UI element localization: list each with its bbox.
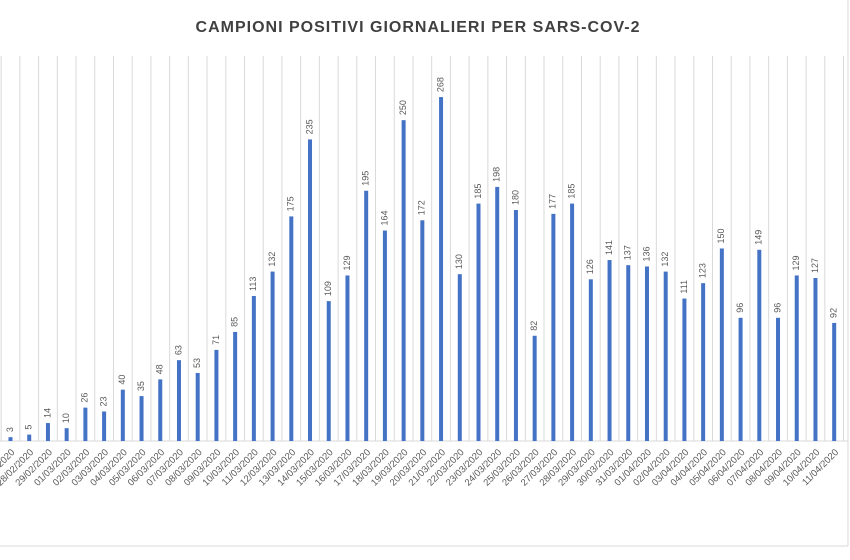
bar xyxy=(233,331,238,441)
data-label: 129 xyxy=(791,255,801,270)
data-label: 71 xyxy=(211,335,221,345)
bar xyxy=(176,360,181,441)
data-label: 137 xyxy=(623,245,633,260)
bar xyxy=(102,411,107,441)
data-label: 53 xyxy=(192,358,202,368)
bar xyxy=(476,203,481,441)
bar xyxy=(64,428,69,441)
bar xyxy=(719,248,724,441)
data-label: 113 xyxy=(248,277,258,291)
bar xyxy=(532,335,537,441)
bar xyxy=(832,322,837,441)
data-label: 123 xyxy=(698,263,708,278)
bar xyxy=(588,279,593,441)
data-label: 175 xyxy=(286,196,296,211)
data-label: 164 xyxy=(379,211,389,226)
data-label: 250 xyxy=(398,100,408,115)
bar xyxy=(644,266,649,441)
bar xyxy=(195,372,200,441)
bar xyxy=(270,271,275,441)
data-label: 177 xyxy=(548,194,558,209)
bar xyxy=(83,407,88,441)
bar xyxy=(570,203,575,441)
data-label: 85 xyxy=(230,317,240,327)
bar xyxy=(607,260,612,441)
data-label: 150 xyxy=(716,228,726,243)
data-label: 63 xyxy=(173,345,183,355)
data-label: 129 xyxy=(342,255,352,270)
bar xyxy=(776,317,781,441)
data-label: 268 xyxy=(435,77,445,92)
data-label: 14 xyxy=(42,408,52,418)
chart-title: CAMPIONI POSITIVI GIORNALIERI PER SARS-C… xyxy=(196,19,641,36)
bar xyxy=(326,301,331,441)
data-label: 82 xyxy=(529,321,539,331)
data-label: 132 xyxy=(660,252,670,267)
bar xyxy=(8,437,13,441)
data-label: 96 xyxy=(772,303,782,313)
data-label: 185 xyxy=(473,184,483,199)
data-label: 35 xyxy=(136,381,146,391)
data-label: 5 xyxy=(24,425,34,430)
bar xyxy=(513,210,518,441)
bar xyxy=(626,265,631,441)
bar xyxy=(345,275,350,441)
bar xyxy=(495,186,500,441)
bar xyxy=(682,298,687,441)
data-label: 10 xyxy=(61,413,71,423)
bar xyxy=(439,97,444,442)
bar xyxy=(663,271,668,441)
bar xyxy=(214,349,219,441)
data-label: 109 xyxy=(323,281,333,296)
bar xyxy=(289,216,294,441)
data-label: 127 xyxy=(810,258,820,273)
bar xyxy=(158,379,163,441)
data-label: 126 xyxy=(585,259,595,274)
data-label: 23 xyxy=(98,396,108,406)
bar xyxy=(27,434,32,441)
bar xyxy=(420,220,425,441)
bar xyxy=(45,423,50,441)
bar xyxy=(120,389,125,441)
data-label: 132 xyxy=(267,252,277,267)
data-label: 111 xyxy=(679,280,689,294)
bar xyxy=(551,213,556,441)
data-label: 235 xyxy=(304,119,314,134)
bar xyxy=(738,317,743,441)
bar xyxy=(757,249,762,441)
data-label: 26 xyxy=(80,393,90,403)
bar xyxy=(813,278,818,441)
bar xyxy=(794,275,799,441)
data-label: 3 xyxy=(5,427,15,432)
data-label: 130 xyxy=(454,254,464,269)
bar xyxy=(401,120,406,442)
bar xyxy=(364,190,369,441)
bar xyxy=(251,295,256,441)
data-label: 92 xyxy=(829,308,839,318)
data-label: 40 xyxy=(117,375,127,385)
bar xyxy=(308,139,313,441)
bar xyxy=(382,230,387,441)
data-label: 141 xyxy=(604,240,614,255)
data-label: 48 xyxy=(155,364,165,374)
data-label: 96 xyxy=(735,303,745,313)
data-label: 149 xyxy=(754,230,764,245)
bar xyxy=(139,396,144,441)
data-label: 180 xyxy=(510,190,520,205)
bar xyxy=(701,283,706,441)
data-label: 172 xyxy=(417,200,427,215)
data-label: 136 xyxy=(641,246,651,261)
bar xyxy=(457,274,462,441)
data-label: 185 xyxy=(566,184,576,199)
data-label: 195 xyxy=(361,171,371,186)
data-label: 198 xyxy=(492,167,502,182)
